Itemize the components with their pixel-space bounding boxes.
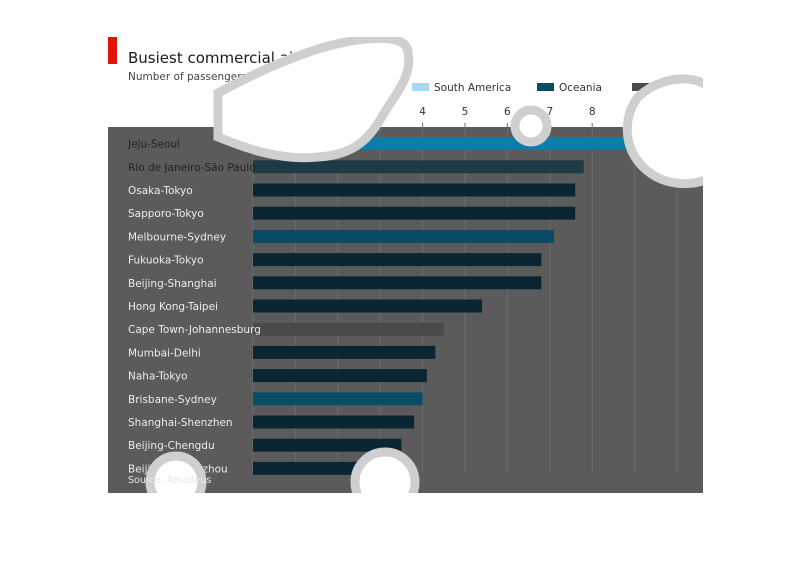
bar [253, 461, 393, 475]
x-tick-label: 7 [546, 106, 553, 118]
category-label: Beijing-Guangzhou [128, 463, 228, 475]
category-label: Hong Kong-Taipei [128, 301, 218, 313]
bar [253, 438, 402, 452]
category-label: Melbourne-Sydney [128, 231, 226, 243]
legend-label: Oceania [559, 82, 602, 94]
category-label: Naha-Tokyo [128, 371, 188, 383]
bar [253, 229, 555, 243]
bar [253, 322, 444, 336]
x-tick-label: 2 [334, 106, 341, 118]
category-label: Shanghai-Shenzhen [128, 417, 233, 429]
brand-red-tab [108, 37, 117, 64]
legend-item-oceania: Oceania [537, 82, 602, 96]
bar [253, 253, 542, 267]
bar [253, 299, 482, 313]
bar [253, 392, 423, 406]
bar [253, 160, 584, 174]
bar [253, 369, 427, 383]
x-tick-label: 6 [504, 106, 511, 118]
bar [253, 137, 673, 151]
category-label: Sapporo-Tokyo [128, 208, 204, 220]
x-tick-label: 10 [670, 106, 683, 118]
category-label: Beijing-Chengdu [128, 440, 215, 452]
legend-label: South America [434, 82, 512, 94]
chart-panel: Busiest commercial airline routes Number… [108, 37, 703, 493]
bar [253, 415, 415, 429]
category-label: Beijing-Shanghai [128, 278, 217, 290]
x-tick-label: 0 [250, 106, 257, 118]
category-label: Fukuoka-Tokyo [128, 255, 204, 267]
category-label: Osaka-Tokyo [128, 185, 193, 197]
x-tick-label: 3 [377, 106, 384, 118]
category-label: Cape Town-Johannesburg [128, 324, 261, 336]
category-label: Brisbane-Sydney [128, 394, 217, 406]
category-label: Mumbai-Delhi [128, 347, 201, 359]
bar [253, 345, 436, 359]
bar [253, 276, 542, 290]
category-label: Rio de Janeiro-São Paulo [128, 162, 256, 174]
x-tick-label: 1 [292, 106, 299, 118]
bar [253, 183, 576, 197]
legend-swatch [412, 83, 429, 91]
legend-swatch [537, 83, 554, 91]
bar [253, 206, 576, 220]
x-tick-label: 8 [589, 106, 596, 118]
x-tick-label: 5 [462, 106, 469, 118]
source-note: Source: Amadeus [128, 475, 212, 486]
x-tick-label: 9 [631, 106, 638, 118]
category-label: Jeju-Seoul [127, 139, 180, 151]
bar-plot: 0 1 2 3 4 5 6 7 8 9 10 Jeju-Seoul Rio de Janeiro-São… [127, 106, 684, 475]
legend-item-south-america: South America [412, 82, 511, 96]
x-tick-label: 4 [419, 106, 426, 118]
